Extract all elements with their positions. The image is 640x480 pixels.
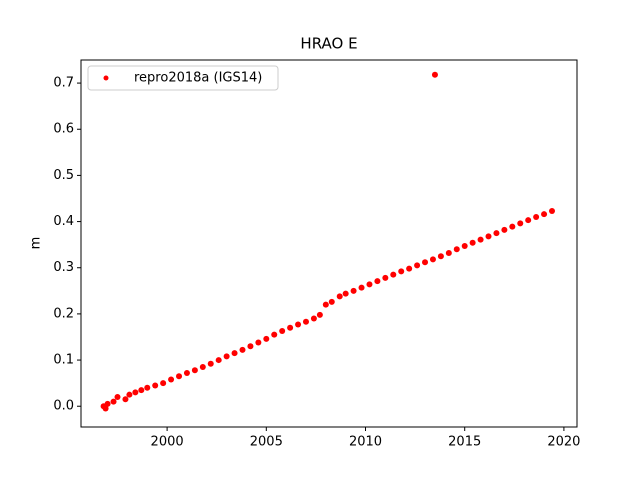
point (207, 360, 214, 367)
point (493, 230, 500, 237)
point (239, 346, 246, 353)
point (336, 293, 343, 300)
x-tick-label: 2015 (448, 435, 481, 450)
point (247, 343, 254, 350)
point (302, 318, 309, 325)
point (390, 271, 397, 278)
point (263, 335, 270, 342)
point (445, 249, 452, 256)
point (191, 367, 198, 374)
point (122, 396, 129, 403)
point (152, 382, 159, 389)
point (461, 243, 468, 250)
point (316, 311, 323, 318)
point (223, 353, 230, 360)
x-tick-label: 2000 (151, 435, 184, 450)
x-tick-label: 2020 (547, 435, 580, 450)
point (102, 405, 109, 412)
plot-frame (80, 59, 578, 428)
point (199, 363, 206, 370)
point (398, 268, 405, 275)
y-tick-label: 0.4 (53, 214, 74, 229)
point (176, 373, 183, 380)
point (168, 376, 175, 383)
point (469, 239, 476, 246)
point (549, 207, 556, 214)
legend-marker (103, 75, 109, 81)
point (422, 259, 429, 266)
point (382, 274, 389, 281)
y-axis-label: m (29, 237, 44, 250)
x-tick-label: 2010 (349, 435, 382, 450)
y-tick-label: 0.5 (53, 168, 74, 183)
point (406, 265, 413, 272)
y-tick-label: 0.1 (53, 353, 74, 368)
point (342, 290, 349, 297)
point (279, 327, 286, 334)
point (255, 339, 262, 346)
y-tick-label: 0.2 (53, 306, 74, 321)
y-tick-label: 0.0 (53, 399, 74, 414)
point (541, 211, 548, 218)
point (215, 357, 222, 364)
chart-title: HRAO E (300, 35, 357, 53)
point (374, 278, 381, 285)
point (501, 226, 508, 233)
point (431, 71, 438, 78)
point (231, 350, 238, 357)
point (477, 236, 484, 243)
legend-box (87, 65, 279, 91)
point (160, 380, 167, 387)
point (485, 233, 492, 240)
point (328, 298, 335, 305)
y-tick-label: 0.7 (53, 76, 74, 91)
point (271, 331, 278, 338)
point (310, 315, 317, 322)
point (104, 400, 111, 407)
legend-label: repro2018a (IGS14) (134, 71, 262, 86)
x-tick-label: 2005 (250, 435, 283, 450)
point (132, 389, 139, 396)
point (525, 217, 532, 224)
point (366, 281, 373, 288)
point (358, 284, 365, 291)
point (110, 398, 117, 405)
point (138, 387, 145, 394)
point (350, 287, 357, 294)
point (414, 262, 421, 269)
point (183, 369, 190, 376)
point (429, 256, 436, 263)
point (509, 223, 516, 230)
y-tick-label: 0.6 (53, 122, 74, 137)
point (437, 253, 444, 260)
y-tick-label: 0.3 (53, 260, 74, 275)
point (533, 213, 540, 220)
point (517, 220, 524, 227)
point (126, 391, 133, 398)
point (114, 393, 121, 400)
point (144, 384, 151, 391)
point (287, 324, 294, 331)
point (295, 321, 302, 328)
point (322, 301, 329, 308)
point (453, 246, 460, 253)
